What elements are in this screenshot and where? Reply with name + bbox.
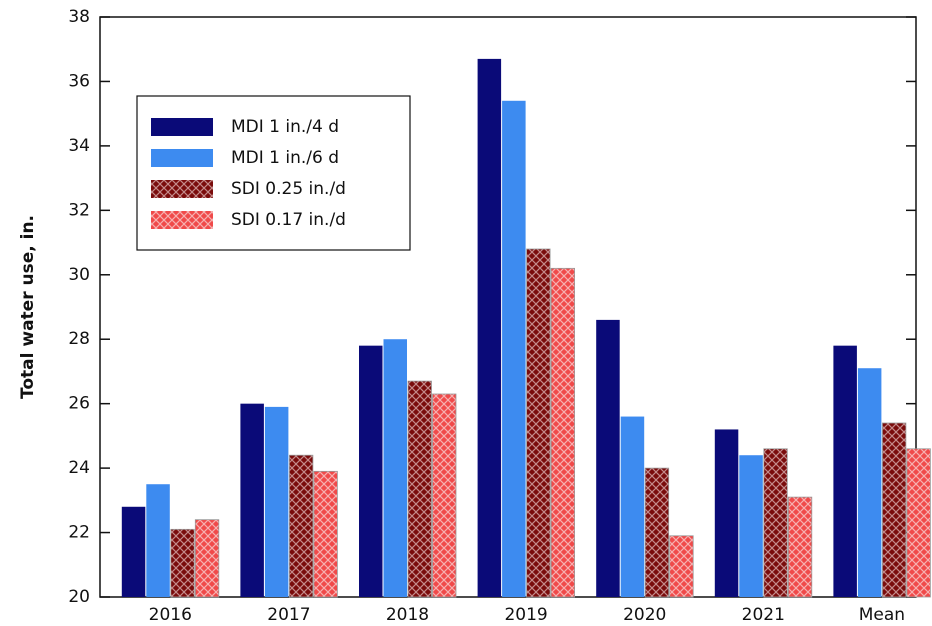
bar [787,496,813,598]
legend-label: SDI 0.17 in./d [231,210,346,230]
bar [121,506,146,597]
bar [906,448,931,598]
y-tick-label: 20 [68,587,90,607]
legend-label: MDI 1 in./4 d [231,117,339,137]
bar [146,484,170,597]
legend-swatch [151,118,213,136]
y-tick-label: 34 [68,136,90,156]
legend-swatch [151,211,213,229]
bar [194,519,220,598]
bar [550,267,575,598]
bar [857,368,882,597]
bar [596,319,620,597]
bar [833,345,857,597]
x-tick-label: 2017 [267,605,310,625]
bar [432,393,457,598]
y-tick-label: 38 [68,7,90,27]
bar [644,467,670,598]
y-tick-label: 24 [68,458,90,478]
bar [264,406,289,597]
y-tick-label: 26 [68,394,90,414]
y-axis-label: Total water use, in. [18,215,38,399]
legend-label: MDI 1 in./6 d [231,148,339,168]
y-tick-label: 28 [68,329,90,349]
x-tick-label: Mean [859,605,905,625]
x-tick-label: 2020 [623,605,666,625]
bar [526,248,551,598]
bar [313,470,338,598]
bar [763,448,788,598]
bar [383,339,407,597]
bar [502,100,526,598]
bar [170,528,195,598]
x-tick-label: 2021 [742,605,785,625]
y-tick-label: 32 [68,200,90,220]
bar [477,58,502,597]
x-tick-label: 2019 [504,605,547,625]
bar [359,345,383,597]
legend-swatch [151,149,213,167]
x-tick-label: 2018 [386,605,429,625]
y-tick-label: 30 [68,265,90,285]
y-tick-label: 36 [68,71,90,91]
bar [620,416,645,597]
bar [669,535,694,598]
bar [739,455,763,597]
legend-swatch [151,180,213,198]
x-tick-label: 2016 [149,605,192,625]
bar [882,422,907,598]
bar [407,380,432,598]
bar [714,429,739,597]
bar [240,403,264,597]
legend-label: SDI 0.25 in./d [231,179,346,199]
bar [288,454,314,598]
y-tick-label: 22 [68,523,90,543]
